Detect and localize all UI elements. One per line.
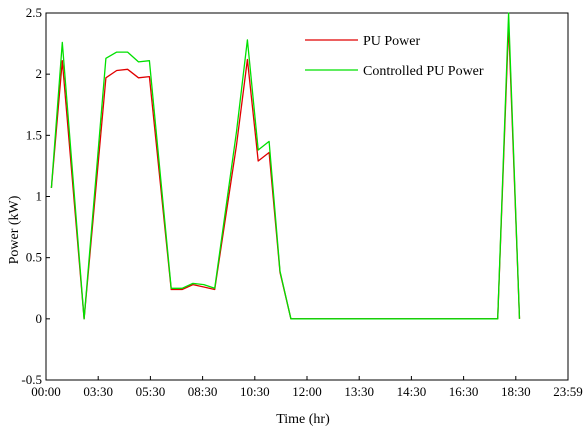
y-axis-title: Power (kW): [7, 195, 22, 264]
plot-frame: [45, 12, 569, 381]
x-tick-label: 03:30: [83, 384, 113, 399]
series-lines: [50, 12, 521, 320]
x-tick-label: 08:30: [188, 384, 218, 399]
series-line-controlled-pu-power: [50, 12, 521, 320]
x-tick-label: 13:30: [344, 384, 374, 399]
x-tick-label: 16:30: [449, 384, 479, 399]
x-tick-label: 14:30: [397, 384, 427, 399]
plot-area-border: [45, 12, 569, 381]
x-tick-label: 23:59: [553, 384, 583, 399]
x-tick-label: 05:30: [136, 384, 166, 399]
y-tick-label: 1.5: [26, 127, 42, 142]
legend-label: PU Power: [363, 34, 421, 49]
x-axis: 00:00 03:30 05:30 08:30 10:30 12:00 13:30 14:30…: [31, 376, 583, 399]
y-axis: -0.5 0 0.5 1 1.5 2 2.5: [21, 5, 50, 387]
y-tick-label: 2.5: [26, 5, 42, 20]
x-axis-title: Time (hr): [276, 412, 330, 427]
x-tick-label: 10:30: [240, 384, 270, 399]
y-tick-label: 0.5: [26, 250, 42, 265]
legend-label: Controlled PU Power: [363, 64, 484, 79]
y-tick-label: 1: [36, 189, 43, 204]
y-tick-label: -0.5: [21, 372, 42, 387]
y-tick-label: 2: [36, 66, 43, 81]
y-tick-label: 0: [36, 311, 43, 326]
x-tick-label: 18:30: [501, 384, 531, 399]
x-tick-label: 00:00: [31, 384, 61, 399]
x-tick-label: 12:00: [292, 384, 322, 399]
legend: PU Power Controlled PU Power: [305, 34, 484, 79]
